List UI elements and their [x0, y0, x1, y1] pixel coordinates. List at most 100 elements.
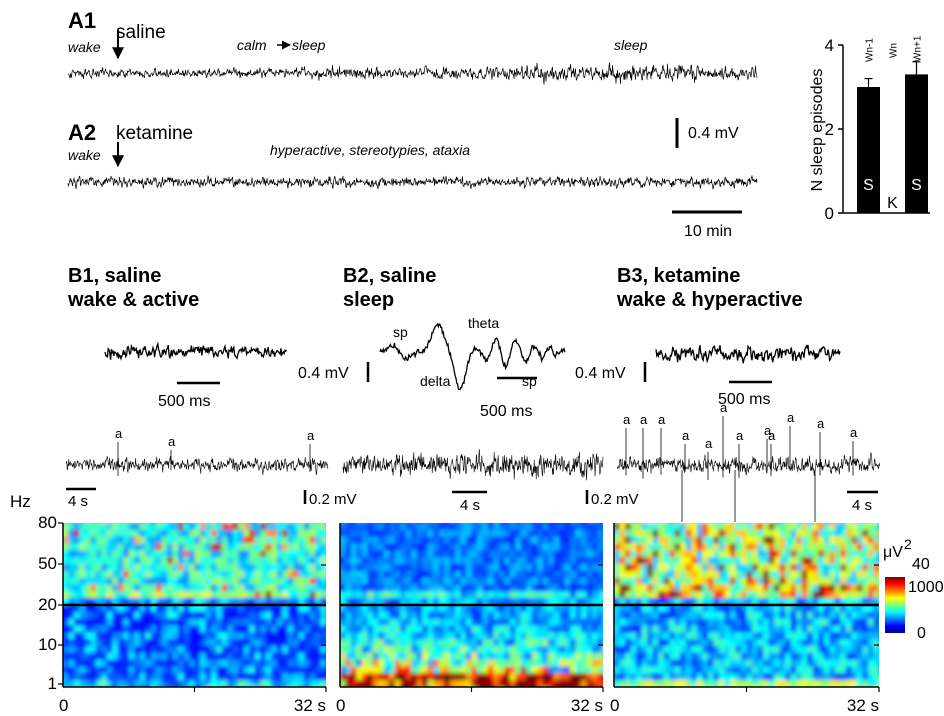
- spectrogram-cell: [652, 646, 659, 654]
- spectrogram-cell: [702, 570, 709, 579]
- spectrogram-cell: [785, 618, 792, 627]
- spectrogram-cell: [106, 577, 113, 586]
- spectrogram-cell: [603, 687, 609, 694]
- spectrogram-cell: [293, 536, 300, 545]
- spectrogram-cell: [493, 570, 500, 579]
- spectrogram-cell: [189, 598, 196, 606]
- spectrogram-cell: [249, 536, 256, 545]
- spectrogram-cell: [680, 673, 687, 681]
- spectrogram-cell: [455, 598, 462, 606]
- spectrogram-cell: [625, 611, 632, 620]
- spectrogram-cell: [367, 632, 374, 640]
- spectrogram-cell: [433, 598, 440, 606]
- spectrogram-cell: [570, 659, 577, 668]
- spectrogram-cell: [378, 605, 385, 613]
- spectrogram-cell: [879, 639, 885, 646]
- spectrogram-cell: [383, 625, 390, 633]
- spectrogram-cell: [326, 673, 332, 680]
- spectrogram-cell: [691, 673, 698, 681]
- spectrogram-cell: [575, 659, 582, 668]
- spectrogram-cell: [199, 523, 207, 531]
- spectrogram-cell: [763, 646, 770, 654]
- spectrogram-cell: [840, 523, 847, 531]
- spectrogram-cell: [763, 680, 770, 687]
- spectrogram-cell: [350, 625, 358, 633]
- spectrogram-cell: [625, 550, 632, 558]
- spectrogram-cell: [210, 652, 218, 661]
- spectrogram-cell: [680, 611, 687, 620]
- spectrogram-cell: [422, 625, 429, 633]
- spectrogram-cell: [90, 611, 97, 620]
- spectrogram-cell: [873, 570, 879, 579]
- spectrogram-cell: [394, 550, 401, 558]
- spectrogram-cell: [167, 557, 174, 565]
- event-label: a: [115, 426, 123, 441]
- spectrogram-cell: [460, 557, 467, 565]
- spectrogram-cell: [493, 584, 500, 592]
- spectrogram-cell: [752, 577, 759, 586]
- spectrogram-cell: [433, 673, 440, 681]
- spectrogram-cell: [570, 523, 577, 531]
- spectrogram-cell: [73, 543, 81, 551]
- spectrogram-cell: [696, 591, 703, 599]
- spectrogram-cell: [724, 652, 731, 661]
- spectrogram-cell: [625, 673, 632, 681]
- spectrogram-cell: [232, 659, 239, 668]
- spectrogram-cell: [123, 529, 130, 538]
- spectrogram-cell: [271, 598, 278, 606]
- spectrogram-cell: [779, 680, 786, 687]
- spectrogram-cell: [575, 639, 582, 647]
- spectrogram-cell: [801, 564, 808, 572]
- spectrogram-cell: [768, 523, 775, 531]
- spectrogram-cell: [630, 639, 637, 647]
- spectrogram-cell: [123, 536, 130, 545]
- spectrogram-cell: [493, 618, 500, 627]
- event-label: a: [787, 410, 795, 425]
- spectrogram-cell: [117, 605, 124, 613]
- spectrogram-cell: [669, 618, 676, 627]
- spectrogram-cell: [455, 591, 462, 599]
- spectrogram-cell: [873, 523, 879, 524]
- spectrogram-cell: [559, 557, 566, 565]
- spectrogram-cell: [427, 666, 434, 674]
- spectrogram-cell: [394, 632, 401, 640]
- spectrogram-cell: [867, 673, 875, 681]
- spectrogram-cell: [345, 523, 352, 531]
- spectrogram-cell: [647, 523, 654, 531]
- spectrogram-cell: [658, 632, 665, 640]
- spectrogram-cell: [790, 536, 797, 545]
- spectrogram-cell: [851, 666, 858, 674]
- spectrogram-cell: [818, 652, 825, 661]
- spectrogram-cell: [553, 523, 560, 531]
- spectrogram-cell: [172, 584, 179, 592]
- spectrogram-cell: [856, 529, 864, 538]
- spectrogram-cell: [537, 611, 544, 620]
- spectrogram-cell: [326, 680, 332, 687]
- spectrogram-cell: [90, 625, 97, 633]
- spectrogram-cell: [460, 577, 467, 586]
- spectrogram-cell: [389, 550, 396, 558]
- spectrogram-cell: [520, 666, 527, 674]
- spectrogram-cell: [238, 570, 245, 579]
- bar: [857, 87, 880, 213]
- spectrogram-cell: [84, 591, 91, 599]
- spectrogram-cell: [531, 577, 538, 586]
- spectrogram-cell: [597, 523, 603, 531]
- spectrogram-cell: [641, 591, 648, 599]
- spectrogram-cell: [400, 570, 407, 579]
- spectrogram-cell: [796, 646, 803, 654]
- spectrogram-cell: [807, 523, 814, 531]
- spectrogram-cell: [372, 577, 379, 586]
- spectrogram-cell: [340, 523, 341, 524]
- spectrogram-cell: [768, 557, 775, 565]
- spectrogram-cell: [482, 632, 489, 640]
- spectrogram-cell: [411, 529, 418, 538]
- spectrogram-cell: [128, 605, 135, 613]
- spectrogram-cell: [79, 687, 85, 694]
- spectrogram-cell: [427, 564, 434, 572]
- spectrogram-cell: [106, 523, 113, 524]
- spectrogram-cell: [515, 632, 522, 640]
- spectrogram-cell: [167, 536, 174, 545]
- spectrogram-cell: [796, 523, 803, 531]
- spectrogram-cell: [416, 591, 423, 599]
